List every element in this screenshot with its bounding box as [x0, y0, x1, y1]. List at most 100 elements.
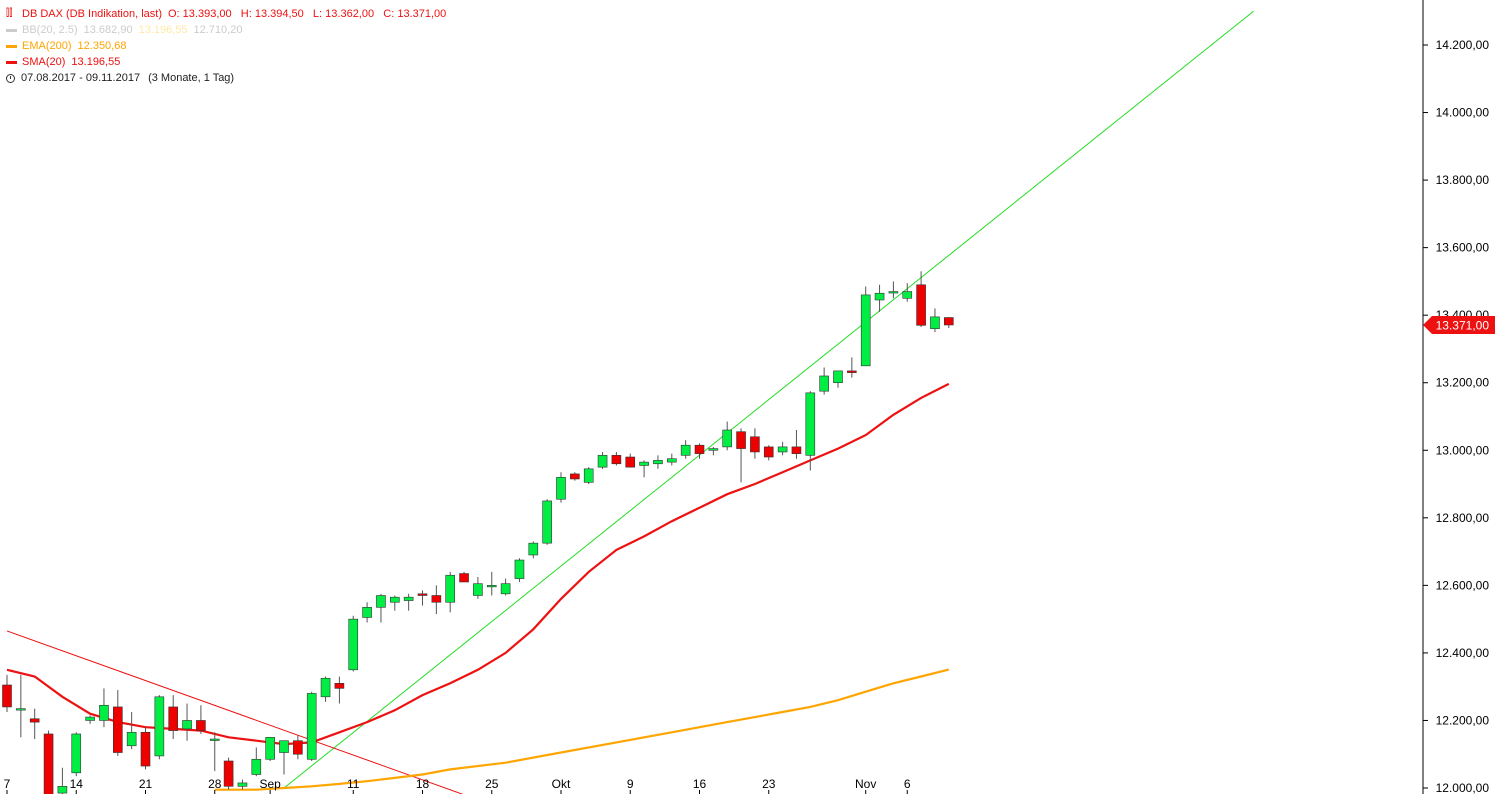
time-tick-label: Okt — [552, 777, 571, 791]
candle-body — [99, 704, 109, 721]
candle — [431, 585, 442, 615]
candle — [306, 691, 317, 761]
range-detail: (3 Monate, 1 Tag) — [148, 72, 235, 84]
price-tick-label: 12.600,00 — [1436, 578, 1490, 592]
candle-body — [265, 737, 275, 760]
candle — [930, 308, 940, 333]
candle — [417, 590, 428, 606]
candle-body — [182, 720, 192, 730]
candle — [514, 558, 525, 582]
date-range: 07.08.2017 - 09.11.2017 — [21, 72, 141, 84]
candle-body — [473, 583, 483, 596]
candle — [833, 370, 843, 388]
candle — [223, 757, 234, 790]
candle-body — [223, 760, 234, 787]
candle-body — [736, 431, 746, 449]
candle — [653, 455, 663, 469]
candle — [763, 445, 774, 461]
last-price-marker — [1423, 315, 1495, 334]
candle — [583, 467, 594, 485]
candle-body — [597, 455, 608, 468]
candle — [888, 281, 899, 299]
legend-bb-row: BB(20, 2.5) 13.682,90 13.196,55 12.710,2… — [6, 22, 446, 38]
candle-body — [902, 291, 913, 299]
candle-body — [445, 574, 456, 603]
price-tick-label: 12.200,00 — [1436, 713, 1490, 727]
candle — [570, 472, 580, 481]
candle-body — [542, 500, 552, 544]
candle — [196, 705, 206, 734]
candle — [376, 593, 386, 623]
candle-body — [389, 596, 400, 603]
candle-body — [2, 684, 12, 708]
candle-body — [805, 392, 816, 456]
candle-body — [722, 429, 733, 448]
legend-ema-row: EMA(200) 12.350,68 — [6, 38, 446, 54]
candle-body — [833, 370, 843, 384]
candle-body — [570, 473, 580, 480]
candle — [680, 440, 691, 459]
price-tick-label: 12.400,00 — [1436, 646, 1490, 660]
candle-body — [680, 444, 691, 456]
time-axis: 7 14 21 28 Sep 11 18 25 Okt 9 16 23 Nov 6 — [4, 777, 911, 794]
candle-body — [500, 583, 511, 595]
candle — [126, 712, 137, 750]
candle — [293, 735, 303, 760]
candle-body — [819, 375, 829, 392]
candle — [556, 472, 566, 503]
candle-body — [154, 696, 165, 757]
clock-icon — [6, 73, 15, 83]
candle-body — [126, 731, 137, 747]
bb-lower-value: 12.710,20 — [193, 24, 243, 36]
candle-body — [334, 683, 345, 689]
candle — [528, 541, 539, 559]
candle — [279, 740, 289, 775]
candle — [722, 421, 733, 451]
price-tick-label: 13.000,00 — [1436, 443, 1490, 457]
candle-body — [943, 317, 954, 326]
bb-swatch — [6, 28, 17, 32]
candle — [237, 779, 248, 790]
candle-body — [888, 291, 899, 294]
ohlc-values: O: 13.393,00 H: 13.394,50 L: 13.362,00 C… — [168, 8, 447, 20]
legend-sma-row: SMA(20) 13.196,55 — [6, 54, 446, 70]
candle-body — [113, 706, 123, 753]
last-price-label: 13.371,00 — [1436, 318, 1490, 332]
candle-body — [168, 706, 178, 731]
candle — [500, 578, 511, 596]
candle-body — [639, 461, 649, 466]
candle-body — [362, 607, 372, 618]
candle-body — [694, 444, 705, 454]
candle — [43, 730, 54, 794]
candle-body — [140, 731, 151, 767]
time-tick-label: 16 — [693, 777, 707, 791]
time-tick-label: 21 — [139, 777, 153, 791]
candle — [473, 576, 483, 599]
candle-body — [486, 585, 497, 588]
candle — [168, 695, 178, 740]
bb-mid-value: 13.196,55 — [138, 24, 188, 36]
candle-body — [874, 292, 885, 301]
sma-value: 13.196,55 — [71, 56, 121, 68]
bb-label: BB(20, 2.5) — [22, 24, 78, 36]
candle — [348, 615, 359, 672]
candle-body — [930, 316, 940, 329]
candle — [916, 271, 926, 328]
price-tick-label: 13.800,00 — [1436, 173, 1490, 187]
time-tick-label: Sep — [259, 777, 281, 791]
candle-body — [209, 738, 220, 741]
candle-body — [71, 733, 82, 774]
candle — [943, 317, 954, 329]
time-tick-label: 23 — [762, 777, 776, 791]
sma-swatch — [6, 60, 17, 64]
ema200-line — [214, 668, 950, 791]
uptrend-line — [283, 10, 1254, 789]
candle — [819, 367, 829, 395]
sma-label: SMA(20) — [22, 56, 66, 68]
candle — [625, 453, 636, 468]
candle — [611, 451, 622, 466]
candle — [2, 674, 12, 713]
candle-body — [293, 740, 303, 755]
candle — [750, 428, 760, 459]
